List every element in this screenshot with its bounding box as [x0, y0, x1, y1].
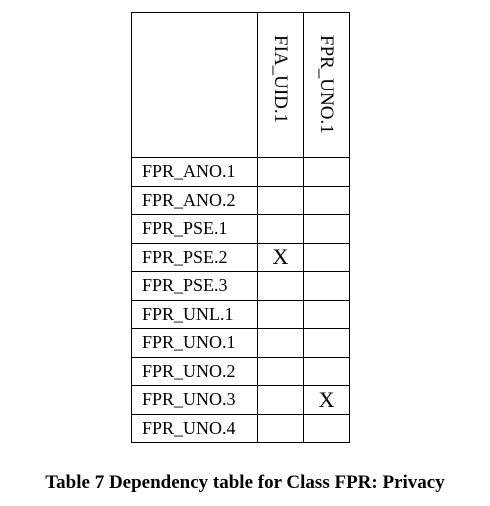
- dependency-table: FIA_UID.1 FPR_UNO.1 FPR_ANO.1 FPR_ANO.2 …: [131, 12, 350, 443]
- dependency-cell: X: [303, 385, 350, 415]
- dependency-cell: X: [257, 242, 304, 272]
- row-label: FPR_UNO.3: [131, 385, 258, 415]
- column-header-fpr-uno-1: FPR_UNO.1: [303, 12, 350, 158]
- dependency-cell: [257, 299, 304, 329]
- dependency-cell: [303, 356, 350, 386]
- row-label: FPR_UNO.1: [131, 328, 258, 358]
- dependency-cell: [257, 328, 304, 358]
- table-row: FPR_UNO.2: [131, 356, 350, 386]
- table-row: FPR_UNO.4: [131, 413, 350, 443]
- column-header-label: FPR_UNO.1: [316, 35, 337, 134]
- table-corner-cell: [131, 12, 258, 158]
- dependency-cell: [303, 299, 350, 329]
- dependency-cell: [257, 271, 304, 301]
- table-row: FPR_UNL.1: [131, 299, 350, 329]
- dependency-cell: [303, 271, 350, 301]
- column-header-fia-uid-1: FIA_UID.1: [257, 12, 304, 158]
- row-label: FPR_ANO.1: [131, 157, 258, 187]
- table-row: FPR_ANO.1: [131, 157, 350, 187]
- dependency-cell: [257, 185, 304, 215]
- dependency-cell: [303, 214, 350, 244]
- dependency-cell: [303, 328, 350, 358]
- row-label: FPR_PSE.1: [131, 214, 258, 244]
- row-label: FPR_ANO.2: [131, 185, 258, 215]
- table-row: FPR_UNO.3 X: [131, 385, 350, 415]
- row-label: FPR_PSE.2: [131, 242, 258, 272]
- table-row: FPR_PSE.3: [131, 271, 350, 301]
- table-row: FPR_ANO.2: [131, 185, 350, 215]
- row-label: FPR_PSE.3: [131, 271, 258, 301]
- table-row: FPR_PSE.1: [131, 214, 350, 244]
- dependency-cell: [257, 157, 304, 187]
- dependency-cell: [257, 413, 304, 443]
- row-label: FPR_UNO.4: [131, 413, 258, 443]
- table-row: FPR_UNO.1: [131, 328, 350, 358]
- table-header-row: FIA_UID.1 FPR_UNO.1: [131, 12, 350, 158]
- dependency-cell: [257, 214, 304, 244]
- dependency-cell: [303, 242, 350, 272]
- dependency-cell: [303, 185, 350, 215]
- table-caption: Table 7 Dependency table for Class FPR: …: [45, 472, 445, 493]
- dependency-cell: [303, 157, 350, 187]
- table-row: FPR_PSE.2 X: [131, 242, 350, 272]
- dependency-cell: [257, 385, 304, 415]
- row-label: FPR_UNO.2: [131, 356, 258, 386]
- row-label: FPR_UNL.1: [131, 299, 258, 329]
- dependency-cell: [303, 413, 350, 443]
- column-header-label: FIA_UID.1: [270, 35, 291, 124]
- dependency-cell: [257, 356, 304, 386]
